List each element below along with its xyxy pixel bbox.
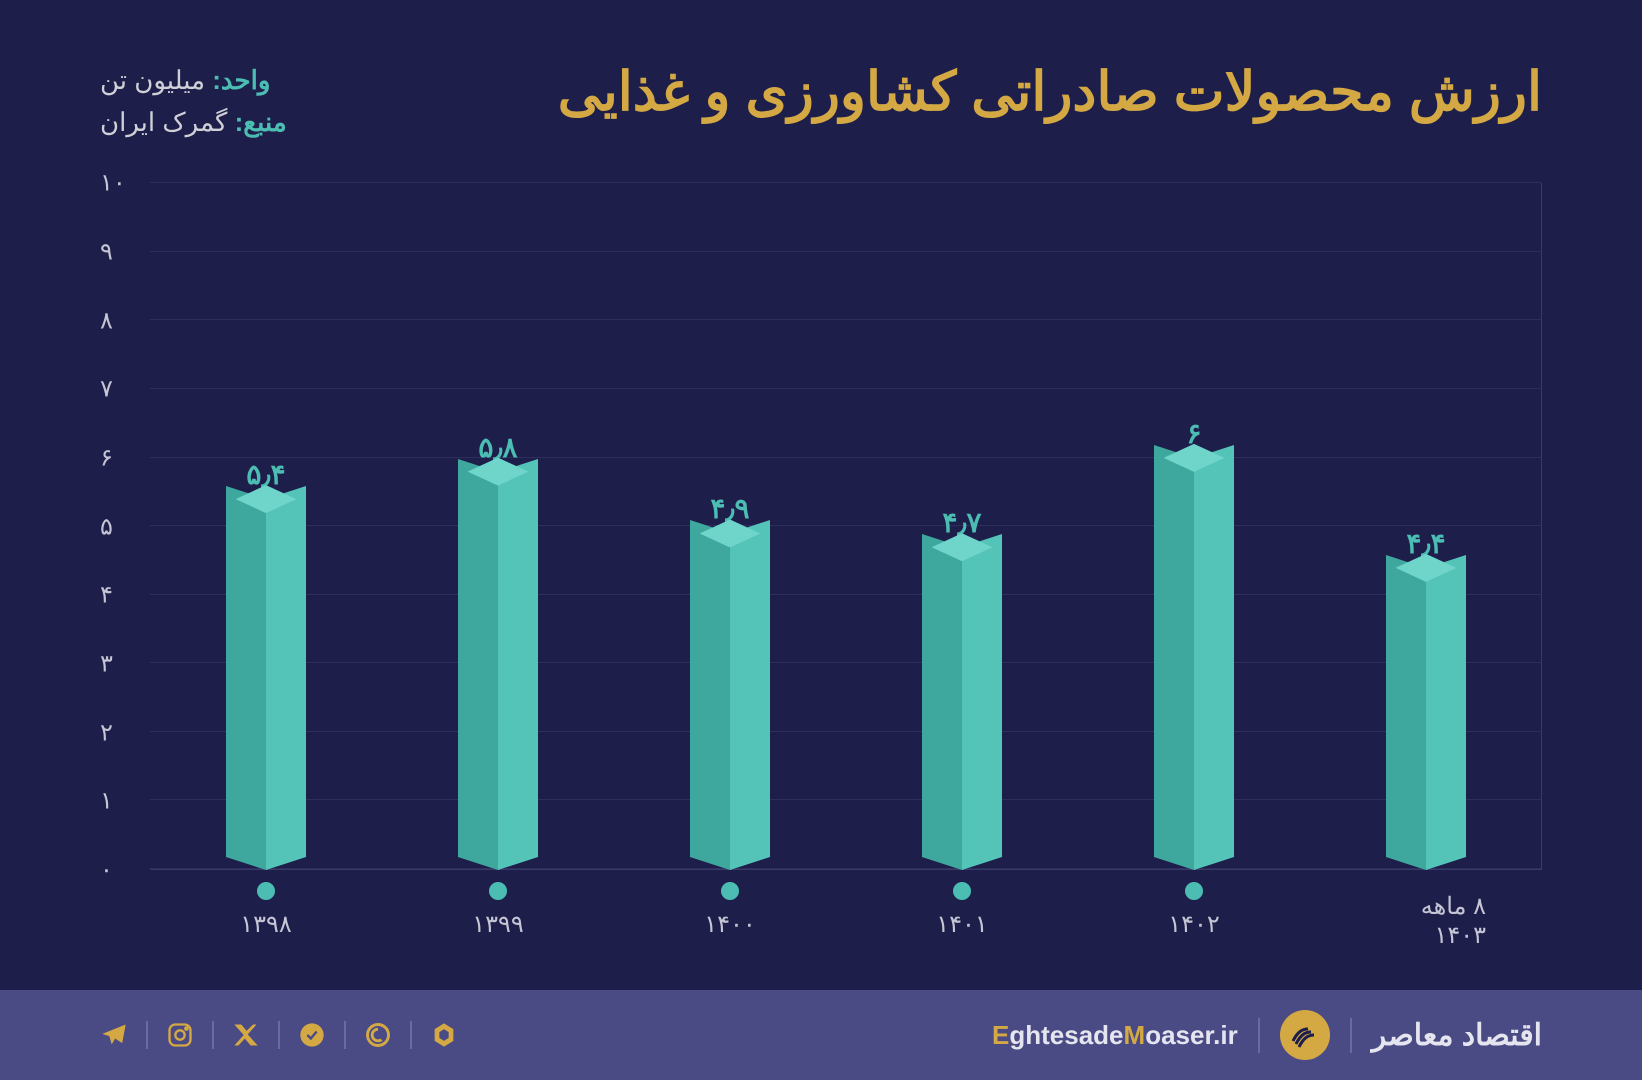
divider bbox=[344, 1021, 346, 1049]
bar: ۴٫۹ bbox=[670, 492, 790, 870]
bar-front-face bbox=[458, 459, 498, 870]
divider bbox=[146, 1021, 148, 1049]
y-tick-label: ۲ bbox=[100, 718, 140, 747]
category-dot-icon bbox=[721, 882, 739, 900]
bar-front-face bbox=[690, 520, 730, 870]
divider bbox=[212, 1021, 214, 1049]
x-category: ۱۴۰۱ bbox=[902, 870, 1022, 950]
category-dot-icon bbox=[1185, 882, 1203, 900]
bar-side-face bbox=[498, 459, 538, 870]
y-tick-label: ۶ bbox=[100, 443, 140, 472]
y-tick-label: ۰ bbox=[100, 856, 140, 885]
y-tick-label: ۱ bbox=[100, 787, 140, 816]
bar-3d bbox=[690, 533, 770, 870]
bar-side-face bbox=[730, 520, 770, 870]
category-dot-icon bbox=[489, 882, 507, 900]
source-value: گمرک ایران bbox=[100, 107, 227, 137]
bale-icon[interactable] bbox=[298, 1021, 326, 1049]
brand-name: اقتصاد معاصر bbox=[1372, 1018, 1542, 1053]
brand-logo-icon bbox=[1280, 1010, 1330, 1060]
bar-3d bbox=[922, 547, 1002, 870]
x-tick-label: ۱۴۰۱ bbox=[936, 910, 988, 939]
telegram-icon[interactable] bbox=[100, 1021, 128, 1049]
y-tick-label: ۱۰ bbox=[100, 169, 140, 198]
divider bbox=[410, 1021, 412, 1049]
bar: ۵٫۸ bbox=[438, 431, 558, 870]
bar-front-face bbox=[1154, 445, 1194, 870]
divider bbox=[1350, 1018, 1352, 1053]
header: ارزش محصولات صادراتی کشاورزی و غذایی واح… bbox=[0, 0, 1642, 163]
bar-3d bbox=[458, 472, 538, 870]
x-axis: ۱۳۹۸ ۱۳۹۹ ۱۴۰۰ ۱۴۰۱ ۱۴۰۲ ۸ ماهه ۱۴۰۳ bbox=[150, 870, 1542, 950]
bars-container: ۵٫۴ ۵٫۸ ۴٫۹ ۴٫۷ ۶ ۴٫۴ bbox=[150, 183, 1542, 870]
rubika-icon[interactable] bbox=[430, 1021, 458, 1049]
bar-side-face bbox=[1194, 445, 1234, 870]
x-category: ۱۴۰۲ bbox=[1134, 870, 1254, 950]
x-tick-label: ۱۴۰۲ bbox=[1168, 910, 1220, 939]
y-tick-label: ۸ bbox=[100, 306, 140, 335]
unit-label: واحد: bbox=[212, 65, 270, 95]
bar-front-face bbox=[922, 534, 962, 870]
x-category: ۸ ماهه ۱۴۰۳ bbox=[1366, 870, 1486, 950]
x-category: ۱۳۹۹ bbox=[438, 870, 558, 950]
bar: ۶ bbox=[1134, 417, 1254, 870]
x-icon[interactable] bbox=[232, 1021, 260, 1049]
chart-area: ۵٫۴۵٫۸۴٫۹۴٫۷۶۴٫۴ ۱۳۹۸۱۳۹۹۱۴۰۰۱۴۰۱۱۴۰۲۸ م… bbox=[100, 183, 1542, 950]
y-tick-label: ۹ bbox=[100, 237, 140, 266]
x-tick-label: ۱۴۰۰ bbox=[704, 910, 756, 939]
divider bbox=[278, 1021, 280, 1049]
bar-3d bbox=[1386, 568, 1466, 870]
instagram-icon[interactable] bbox=[166, 1021, 194, 1049]
bar-3d bbox=[226, 499, 306, 870]
chart-meta: واحد: میلیون تن منبع: گمرک ایران bbox=[100, 60, 287, 143]
bar-front-face bbox=[1386, 555, 1426, 870]
bar-3d bbox=[1154, 458, 1234, 870]
chart-title: ارزش محصولات صادراتی کشاورزی و غذایی bbox=[558, 60, 1542, 123]
y-tick-label: ۵ bbox=[100, 512, 140, 541]
x-tick-label: ۸ ماهه ۱۴۰۳ bbox=[1366, 892, 1486, 950]
bar-side-face bbox=[1426, 555, 1466, 870]
y-tick-label: ۳ bbox=[100, 649, 140, 678]
bar: ۴٫۴ bbox=[1366, 527, 1486, 870]
y-tick-label: ۴ bbox=[100, 581, 140, 610]
bar: ۴٫۷ bbox=[902, 506, 1022, 870]
x-category: ۱۴۰۰ bbox=[670, 870, 790, 950]
source-label: منبع: bbox=[235, 107, 287, 137]
unit-value: میلیون تن bbox=[100, 65, 205, 95]
social-icons bbox=[100, 1021, 458, 1049]
bar: ۵٫۴ bbox=[206, 458, 326, 870]
divider bbox=[1258, 1018, 1260, 1053]
x-category: ۱۳۹۸ bbox=[206, 870, 326, 950]
category-dot-icon bbox=[953, 882, 971, 900]
bar-side-face bbox=[266, 486, 306, 870]
bar-front-face bbox=[226, 486, 266, 870]
footer-brand-area: اقتصاد معاصر EghtesadeMoaser.ir bbox=[992, 1010, 1542, 1060]
category-dot-icon bbox=[257, 882, 275, 900]
footer: اقتصاد معاصر EghtesadeMoaser.ir bbox=[0, 990, 1642, 1080]
y-tick-label: ۷ bbox=[100, 375, 140, 404]
site-url[interactable]: EghtesadeMoaser.ir bbox=[992, 1020, 1238, 1051]
eitaa-icon[interactable] bbox=[364, 1021, 392, 1049]
x-tick-label: ۱۳۹۸ bbox=[240, 910, 292, 939]
bar-side-face bbox=[962, 534, 1002, 870]
x-tick-label: ۱۳۹۹ bbox=[472, 910, 524, 939]
